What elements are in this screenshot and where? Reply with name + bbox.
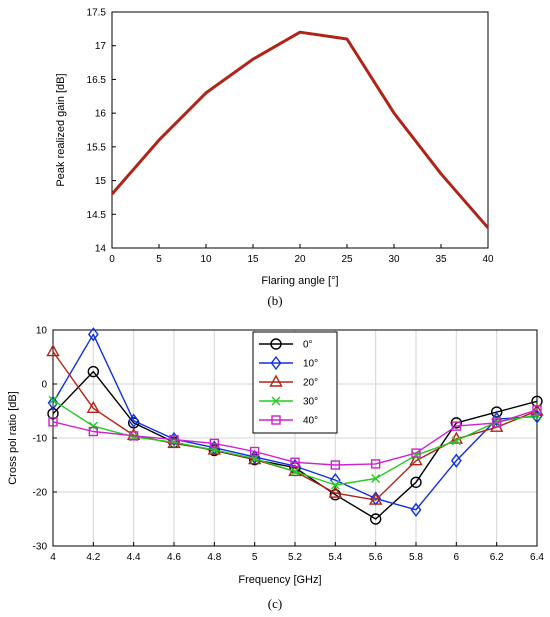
- data-point-x: [330, 480, 340, 490]
- legend-marker-square: [271, 415, 281, 425]
- y-tick-label: 14.5: [87, 210, 107, 221]
- y-tick-label: 16.5: [87, 75, 107, 86]
- chart-b: 0 5 10 15 20 25 30 35 40 14 14.5 15 15.5 16 16.5 17 17.5…: [55, 8, 494, 309]
- y-tick-label: 15: [95, 176, 107, 187]
- x-tick-label: 6.4: [530, 552, 544, 563]
- data-point-x: [371, 474, 381, 483]
- chart-c-legend: 0° 10° 20° 30° 40°: [252, 331, 338, 434]
- chart-c: 4 4.2 4.4 4.6 4.8 5 5.2 5.4 5.6 5.8 6 6.2 6.4 -30 -20 -…: [7, 326, 544, 612]
- legend-marker-circle: [270, 338, 282, 350]
- x-tick-label: 4: [50, 552, 56, 563]
- data-point-diamond: [128, 413, 140, 428]
- chart-c-ylabel: Cross pol ratio [dB]: [7, 391, 19, 485]
- data-point-triangle: [86, 400, 101, 413]
- x-tick-label: 5: [156, 254, 162, 265]
- y-tick-label: -30: [33, 542, 48, 553]
- legend-label: 20°: [303, 378, 318, 389]
- data-point-square: [532, 405, 542, 415]
- data-point-square: [370, 459, 381, 469]
- data-point-circle: [490, 406, 503, 418]
- x-tick-label: 25: [341, 254, 353, 265]
- data-point-triangle: [46, 344, 60, 357]
- chart-b-panel-label: (b): [267, 293, 282, 308]
- x-tick-label: 4.2: [86, 552, 100, 563]
- x-tick-label: 15: [247, 254, 259, 265]
- y-tick-label: 14: [95, 244, 107, 255]
- data-point-x: [451, 436, 461, 446]
- legend-marker-diamond: [270, 355, 282, 371]
- x-tick-label: 20: [294, 254, 306, 265]
- y-tick-label: 17.5: [87, 8, 107, 19]
- data-point-diamond: [450, 453, 462, 468]
- y-tick-label: -20: [33, 488, 48, 499]
- data-point-diamond: [47, 395, 59, 411]
- data-point-x: [48, 395, 58, 405]
- data-point-triangle: [409, 453, 423, 466]
- data-point-circle: [329, 489, 342, 501]
- data-point-square: [249, 446, 260, 457]
- x-tick-label: 4.4: [127, 552, 141, 563]
- legend-marker-triangle: [269, 374, 283, 387]
- legend-label: 40°: [303, 416, 318, 427]
- x-tick-label: 35: [435, 254, 447, 265]
- y-tick-label: -10: [33, 434, 48, 445]
- chart-c-xlabel: Frequency [GHz]: [238, 574, 321, 586]
- data-point-square: [209, 438, 220, 449]
- data-point-square: [451, 421, 462, 431]
- data-point-triangle: [328, 485, 343, 498]
- legend-label: 10°: [303, 359, 318, 370]
- x-tick-label: 5.6: [369, 552, 383, 563]
- data-point-square: [330, 460, 341, 470]
- y-tick-label: 15.5: [87, 142, 107, 153]
- x-tick-label: 6: [454, 552, 460, 563]
- data-point-x: [411, 450, 421, 460]
- data-point-circle: [87, 365, 100, 378]
- legend-marker-x: [271, 396, 281, 406]
- data-point-square: [169, 434, 179, 445]
- chart-b-xlabel: Flaring angle [°]: [261, 275, 338, 287]
- x-tick-label: 30: [388, 254, 400, 265]
- x-tick-label: 10: [200, 254, 212, 265]
- y-tick-label: 16: [95, 109, 107, 120]
- data-point-circle: [450, 417, 463, 429]
- data-point-x: [88, 421, 98, 431]
- series-line-0deg: [52, 370, 538, 520]
- x-tick-label: 5.8: [409, 552, 423, 563]
- x-tick-label: 4.6: [167, 552, 181, 563]
- data-point-diamond: [410, 502, 422, 517]
- y-tick-label: 17: [95, 41, 107, 52]
- data-point-square: [128, 431, 139, 441]
- data-point-square: [48, 417, 58, 427]
- data-point-x: [532, 410, 542, 420]
- data-point-circle: [410, 476, 422, 488]
- data-point-square: [290, 457, 300, 467]
- series-line-40deg: [52, 409, 538, 466]
- data-point-diamond: [168, 431, 180, 447]
- legend-label: 0°: [303, 340, 313, 351]
- data-point-x: [290, 466, 300, 476]
- x-tick-label: 40: [482, 254, 494, 265]
- x-tick-label: 5: [252, 552, 258, 563]
- legend-label: 30°: [303, 397, 318, 408]
- x-tick-label: 5.4: [328, 552, 342, 563]
- x-tick-label: 4.8: [207, 552, 221, 563]
- data-point-square: [491, 418, 502, 428]
- data-point-square: [411, 448, 421, 458]
- data-point-square: [88, 426, 99, 437]
- data-point-circle: [369, 513, 382, 525]
- y-tick-label: 0: [41, 380, 47, 391]
- chart-b-plot-frame: [111, 11, 489, 249]
- x-tick-label: 6.2: [490, 552, 504, 563]
- data-point-diamond: [491, 411, 503, 427]
- x-tick-label: 5.2: [288, 552, 302, 563]
- y-tick-label: 10: [36, 326, 48, 337]
- chart-c-plot-frame: [52, 329, 538, 547]
- series-line-gain: [110, 30, 490, 229]
- chart-b-ylabel: Peak realized gain [dB]: [55, 73, 67, 186]
- x-tick-label: 0: [109, 254, 115, 265]
- data-point-diamond: [87, 327, 99, 342]
- data-point-triangle: [368, 492, 383, 505]
- chart-c-panel-label: (c): [268, 596, 282, 611]
